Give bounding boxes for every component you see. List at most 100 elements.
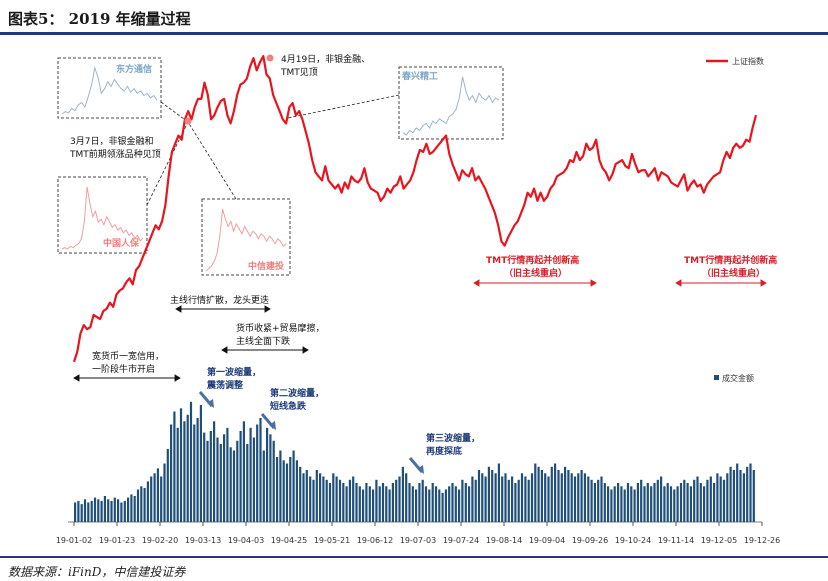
anno-wave3-line2: 再度探底 [426, 445, 462, 457]
volume-bar [716, 473, 719, 523]
connector-line [287, 94, 400, 119]
anno-tmt1-line2: （旧主线重启） [504, 267, 567, 279]
x-tick-label: 19-09-04 [529, 536, 565, 545]
volume-bar [517, 479, 520, 523]
volume-bar [83, 499, 87, 523]
volume-bar [570, 473, 573, 523]
volume-bar [726, 473, 729, 523]
volume-bar [458, 489, 461, 522]
volume-bar [272, 440, 275, 523]
volume-bar [242, 421, 245, 523]
volume-bar [110, 500, 113, 522]
volume-bar [123, 500, 126, 522]
wave2-arrowhead [269, 421, 276, 430]
volume-bar [722, 479, 726, 523]
volume-bar [355, 483, 358, 522]
bar-legend-swatch [714, 375, 719, 380]
x-tick-label: 19-07-03 [400, 536, 436, 545]
volume-bar [626, 483, 630, 522]
range-arrow-expand [175, 305, 271, 313]
x-tick-label: 19-02-20 [142, 536, 178, 545]
volume-bar [269, 434, 272, 523]
volume-bar [120, 502, 123, 522]
volume-bar [660, 476, 663, 522]
inset-line [205, 208, 287, 272]
volume-bar [673, 489, 676, 522]
volume-bar [643, 486, 646, 523]
volume-bar [742, 473, 745, 523]
volume-bar [504, 473, 507, 523]
x-tick-label: 19-12-05 [701, 536, 737, 545]
volume-bar [434, 486, 438, 523]
volume-bar [289, 457, 292, 522]
volume-bar [444, 489, 447, 522]
volume-bar [87, 502, 90, 522]
volume-bar [454, 486, 457, 523]
volume-bar [669, 486, 673, 523]
bar-legend: 成交金额 [714, 373, 754, 383]
volume-bar [93, 497, 97, 522]
volume-bar [130, 494, 133, 522]
anno-tmt2-line2: （旧主线重启） [702, 267, 765, 279]
volume-bar [600, 476, 603, 522]
x-tick-label: 19-04-25 [271, 536, 307, 545]
volume-bar [332, 473, 335, 523]
anno-tighten-line1: 货币收紧+贸易摩擦， [236, 322, 325, 334]
volume-bar [567, 470, 570, 522]
volume-bar [689, 486, 692, 523]
volume-bar [547, 476, 550, 522]
volume-bar [729, 466, 732, 523]
volume-bar [736, 463, 739, 522]
volume-bar [587, 476, 590, 522]
volume-bar [375, 479, 378, 523]
volume-bar [153, 473, 156, 523]
volume-bar [666, 483, 669, 522]
volume-bar [348, 479, 351, 523]
anno-tighten-line2: 主线全面下跌 [236, 335, 290, 347]
top-rule [0, 32, 828, 35]
volume-bar [408, 483, 411, 522]
shanghai-index-line [72, 54, 758, 363]
x-tick-labels: 19-01-02 19-01-23 19-02-20 19-03-13 19-04-03… [56, 522, 780, 545]
volume-bar [249, 427, 252, 523]
volume-bar [309, 476, 312, 522]
volume-bar [653, 483, 656, 522]
volume-bar [415, 489, 418, 522]
volume-bar [163, 463, 166, 522]
source-note: 数据来源：iFinD，中信建投证券 [8, 565, 186, 579]
volume-bar [186, 414, 189, 523]
volume-bar [487, 466, 490, 523]
anno-tmt1-line1: TMT行情再起并创新高 [486, 254, 579, 266]
anno-mar7-line2: TMT前期领涨品种见顶 [69, 148, 161, 160]
anno-mar7-line1: 3月7日，非银金融和 [70, 135, 153, 147]
volume-bar [706, 479, 709, 523]
volume-bar [497, 463, 500, 522]
volume-bar [636, 483, 639, 522]
volume-bar [514, 483, 517, 522]
volume-bar [226, 427, 229, 523]
volume-bar [713, 483, 716, 522]
volume-bar [127, 497, 130, 522]
volume-bar [246, 444, 249, 522]
volume-bar [160, 476, 163, 522]
anno-wave2-line2: 短线急跌 [270, 400, 307, 412]
volume-bar [259, 418, 262, 522]
volume-bar [557, 470, 560, 522]
volume-bar [411, 486, 414, 523]
inset-dongfang: 东方通信 [57, 57, 162, 119]
volume-bar [468, 486, 471, 523]
anno-apr19-line2: TMT见顶 [280, 67, 318, 78]
volume-bar [100, 500, 103, 522]
inset-line [61, 66, 158, 115]
volume-bar [302, 473, 305, 523]
x-tick-label: 19-12-26 [744, 536, 780, 545]
inset-frame [57, 57, 162, 119]
volume-bar [421, 479, 424, 523]
volume-bar [143, 487, 146, 522]
x-tick-label: 19-09-26 [572, 536, 608, 545]
volume-bar [193, 424, 196, 522]
volume-bar [203, 432, 206, 522]
volume-bar [686, 483, 689, 522]
range-arrow-tmt1 [473, 279, 597, 287]
volume-bar [322, 476, 325, 522]
